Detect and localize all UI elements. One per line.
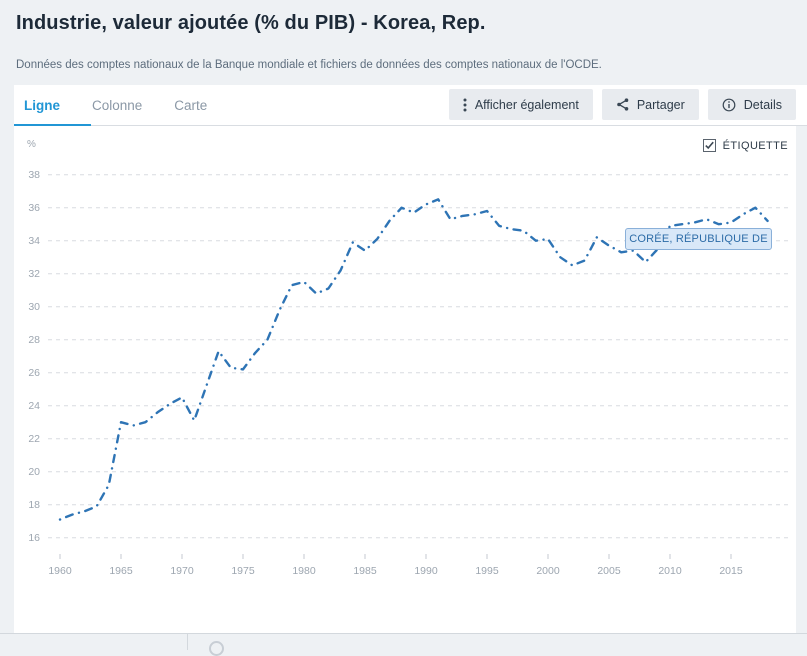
y-tick-label: 24 [28, 400, 40, 412]
x-tick-label: 1970 [170, 565, 194, 577]
share-icon [616, 98, 629, 111]
x-tick-label: 2000 [536, 565, 560, 577]
tab-ligne[interactable]: Ligne [14, 85, 91, 127]
toolbar-actions: Afficher également Partager Details [448, 89, 796, 120]
x-tick-label: 2010 [658, 565, 682, 577]
series-label-box: CORÉE, RÉPUBLIQUE DE [625, 228, 772, 250]
details-label: Details [743, 97, 782, 112]
y-tick-label: 32 [28, 268, 40, 280]
y-tick-label: 22 [28, 433, 40, 445]
x-tick-label: 1980 [292, 565, 316, 577]
x-tick-label: 2005 [597, 565, 621, 577]
info-icon [722, 98, 736, 112]
show-also-label: Afficher également [474, 97, 579, 112]
y-axis-unit: % [27, 139, 36, 150]
y-tick-label: 28 [28, 334, 40, 346]
y-tick-label: 30 [28, 301, 40, 313]
share-label: Partager [636, 97, 685, 112]
checkbox-checked-icon[interactable] [702, 139, 716, 152]
x-tick-label: 1965 [109, 565, 133, 577]
line-chart[interactable]: 16 18 20 22 24 26 28 30 32 34 36 38 1960 1965 1970 1975… [14, 126, 796, 633]
y-tick-label: 26 [28, 367, 40, 379]
x-tick-label: 1995 [475, 565, 499, 577]
kebab-icon [463, 98, 467, 112]
series-label-text: CORÉE, RÉPUBLIQUE DE [629, 233, 768, 245]
next-section-preview [0, 633, 807, 656]
y-tick-label: 20 [28, 466, 40, 478]
series-line-korea[interactable] [58, 198, 769, 521]
page-title: Industrie, valeur ajoutée (% du PIB) - K… [16, 12, 486, 34]
x-tick-label: 1975 [231, 565, 255, 577]
chart-type-tabs: Ligne Colonne Carte [14, 85, 807, 127]
y-tick-label: 18 [28, 499, 40, 511]
show-also-button[interactable]: Afficher également [448, 89, 593, 120]
label-toggle-text: ÉTIQUETTE [722, 139, 788, 152]
chart-type-tabbar: Ligne Colonne Carte Afficher également P… [14, 85, 807, 127]
page-subtitle: Données des comptes nationaux de la Banq… [16, 59, 602, 71]
share-button[interactable]: Partager [601, 89, 699, 120]
label-toggle[interactable]: ÉTIQUETTE [702, 139, 788, 152]
x-tick-label: 1985 [353, 565, 377, 577]
y-tick-label: 36 [28, 202, 40, 214]
x-tick-label: 2015 [719, 565, 743, 577]
y-tick-label: 38 [28, 169, 40, 181]
tab-colonne[interactable]: Colonne [92, 97, 143, 113]
chart-card: 16 18 20 22 24 26 28 30 32 34 36 38 1960 1965 1970 1975… [14, 126, 796, 633]
section-divider [187, 634, 188, 650]
x-tick-label: 1960 [48, 565, 72, 577]
details-button[interactable]: Details [707, 89, 796, 120]
y-tick-label: 34 [28, 235, 40, 247]
tab-carte[interactable]: Carte [174, 97, 208, 113]
y-tick-label: 16 [28, 532, 40, 544]
x-tick-label: 1990 [414, 565, 438, 577]
